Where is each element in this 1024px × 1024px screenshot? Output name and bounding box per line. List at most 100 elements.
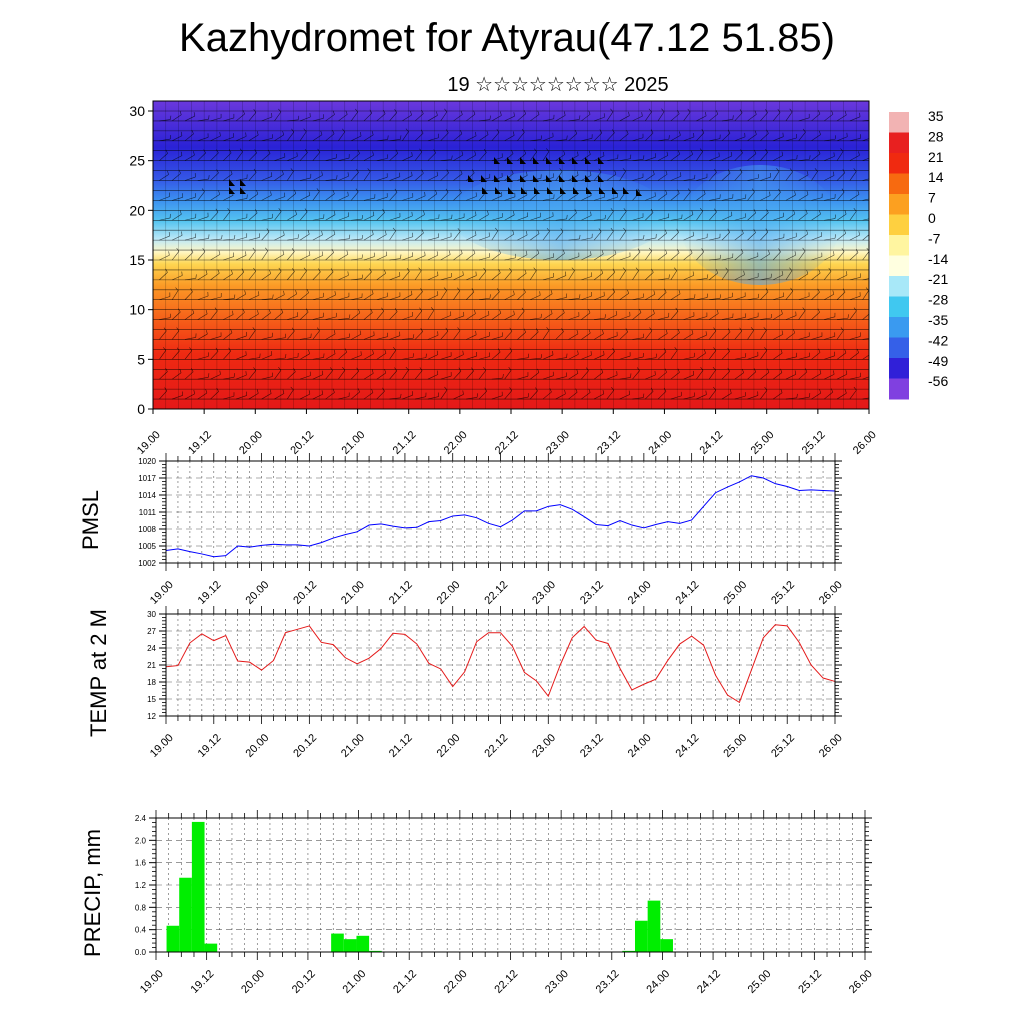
wind-barb-feather — [283, 231, 285, 236]
wind-barb — [402, 337, 414, 340]
wind-barb — [785, 111, 793, 122]
wind-barb-feather — [546, 227, 550, 232]
wind-barb-feather — [421, 229, 424, 234]
x-tick-label: 26.00 — [847, 968, 875, 996]
cross-section-x-axis: 19.00 19.12 20.00 20.12 21.00 21.12 22.00 22.12… — [135, 409, 879, 457]
wind-barb — [632, 177, 644, 181]
wind-barb — [389, 258, 401, 261]
wind-barb-feather — [727, 228, 730, 233]
wind-barb — [491, 195, 503, 201]
wind-barb — [172, 135, 183, 142]
wind-barb — [849, 390, 857, 400]
wind-barb-feather — [661, 108, 665, 112]
wind-barb — [555, 218, 567, 221]
wind-barb-feather — [819, 389, 822, 394]
wind-barb-feather — [489, 115, 491, 120]
wind-barb-feather — [308, 390, 311, 395]
wind-barb — [235, 354, 247, 360]
wind-barb — [593, 171, 602, 181]
wind-barb — [351, 238, 363, 241]
wind-barb-feather — [372, 151, 374, 156]
wind-barb-feather — [461, 151, 464, 156]
wind-barb — [504, 314, 515, 320]
colorbar-swatch — [889, 337, 909, 359]
wind-barb — [619, 171, 626, 181]
wind-barb — [338, 216, 349, 221]
wind-barb-feather — [612, 268, 616, 273]
wind-barb — [760, 176, 771, 181]
wind-barb-feather — [270, 191, 272, 196]
wind-barb — [811, 352, 821, 360]
wind-barb — [197, 118, 209, 122]
wind-barb — [760, 390, 768, 400]
wind-barb — [363, 392, 374, 400]
wind-barb — [325, 234, 336, 241]
wind-barb — [721, 270, 729, 281]
wind-barb-feather — [356, 168, 359, 173]
wind-barb — [849, 234, 860, 241]
wind-barb-feather — [256, 190, 259, 195]
wind-barb — [235, 293, 246, 300]
wind-barb-feather — [832, 290, 835, 295]
wind-barb-feather — [394, 308, 398, 312]
wind-barb — [529, 192, 539, 201]
wind-barb-feather — [356, 367, 359, 372]
wind-barb — [274, 270, 282, 281]
wind-barb-feather — [330, 268, 334, 273]
wind-barb — [798, 310, 806, 320]
wind-pennant — [534, 187, 540, 194]
wind-barb — [581, 254, 592, 261]
wind-barb-feather — [252, 327, 256, 331]
colorbar-label: -21 — [928, 271, 948, 287]
colorbar-label: 35 — [928, 108, 944, 124]
wind-barb-feather — [535, 387, 538, 392]
wind-barb — [325, 370, 333, 380]
wind-barb-feather — [241, 268, 245, 273]
y-tick-label: 2.4 — [135, 814, 147, 823]
wind-barb — [325, 392, 335, 400]
colorbar-swatch — [889, 235, 909, 256]
wind-barb — [427, 254, 438, 261]
wind-barb — [402, 394, 413, 400]
wind-barb — [453, 154, 464, 161]
wind-barb — [504, 390, 513, 400]
wind-barb — [734, 152, 743, 161]
wind-barb — [159, 272, 168, 281]
wind-barb-feather — [793, 329, 796, 334]
wind-barb — [363, 215, 375, 221]
wind-pennant — [598, 157, 604, 164]
wind-barb — [542, 391, 552, 400]
wind-barb-feather — [290, 168, 294, 172]
wind-barb — [721, 317, 733, 320]
wind-barb-feather — [509, 267, 512, 272]
y-tick-label: 18 — [147, 678, 156, 687]
wind-barb-feather — [333, 210, 336, 215]
y-tick-label: 15 — [147, 695, 156, 704]
wind-barb — [172, 114, 182, 122]
wind-barb — [785, 194, 796, 201]
wind-barb — [376, 212, 385, 221]
wind-barb — [491, 132, 500, 141]
wind-barb-feather — [622, 168, 626, 172]
wind-barb — [350, 111, 358, 122]
wind-barb — [709, 197, 721, 201]
wind-barb — [312, 271, 321, 281]
wind-barb — [645, 174, 655, 181]
wind-barb-feather — [281, 170, 284, 175]
wind-barb — [389, 311, 398, 320]
wind-barb-feather — [487, 310, 490, 315]
wind-barb — [350, 391, 360, 400]
wind-barb — [351, 218, 363, 221]
wind-barb — [645, 330, 653, 340]
wind-barb-feather — [483, 267, 487, 272]
wind-barb-feather — [191, 130, 194, 134]
wind-barb — [734, 296, 746, 301]
wind-barb — [670, 270, 678, 281]
wind-barb-feather — [361, 234, 364, 239]
wind-barb — [402, 369, 409, 380]
wind-barb-feather — [475, 211, 477, 216]
wind-barb — [811, 392, 821, 400]
wind-barb — [824, 294, 834, 300]
wind-barb-feather — [333, 230, 336, 235]
wind-barb — [376, 273, 386, 281]
